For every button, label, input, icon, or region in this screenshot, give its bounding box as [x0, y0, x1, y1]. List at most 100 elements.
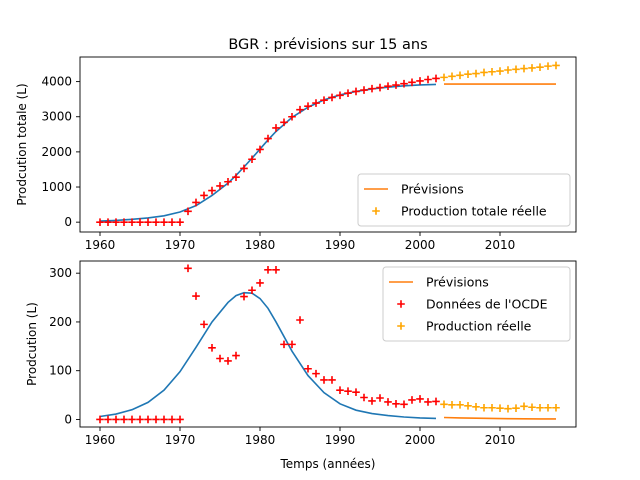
data-point	[112, 415, 120, 424]
data-point	[240, 164, 248, 173]
data-point	[224, 177, 232, 186]
data-point	[344, 387, 352, 395]
data-point	[216, 182, 224, 190]
legend: Prévisions Production totale réelle	[357, 173, 571, 227]
data-point	[208, 186, 216, 195]
data-point	[400, 79, 408, 88]
data-point	[160, 415, 168, 424]
y-tick-label: 200	[49, 315, 72, 329]
data-point	[544, 62, 552, 70]
data-point	[504, 66, 512, 74]
data-point	[552, 403, 560, 412]
data-point	[296, 105, 304, 114]
data-point	[184, 207, 192, 216]
axes-frame	[79, 56, 577, 233]
data-point	[352, 388, 360, 396]
legend-box	[357, 173, 571, 227]
data-point	[520, 64, 528, 73]
y-tick-label: 1000	[41, 180, 72, 194]
data-point	[104, 218, 112, 226]
data-point	[536, 403, 544, 412]
x-tick-label: 2010	[485, 238, 516, 252]
data-point	[448, 72, 456, 81]
data-point	[328, 376, 336, 384]
data-point	[424, 398, 432, 406]
data-point	[496, 404, 504, 413]
data-point	[272, 124, 280, 132]
data-point	[408, 396, 416, 404]
y-tick-label: 4000	[41, 75, 72, 89]
data-point	[336, 386, 344, 394]
data-point	[320, 376, 328, 384]
data-point	[328, 93, 336, 102]
legend: Prévisions Données de l'OCDE Production ré…	[382, 266, 571, 342]
data-point	[144, 218, 152, 226]
data-point	[352, 87, 360, 96]
data-point	[416, 395, 424, 403]
y-tick-label: 100	[49, 364, 72, 378]
forecast-line-series	[443, 416, 557, 420]
x-tick-label: 1990	[325, 433, 356, 447]
data-point	[536, 63, 544, 71]
y-axis-label: Prodcution totale (L)	[15, 83, 29, 205]
data-point	[192, 292, 200, 300]
data-point	[296, 316, 304, 324]
data-point	[288, 112, 296, 121]
data-point	[272, 265, 280, 274]
data-point	[144, 415, 152, 424]
data-point	[264, 134, 272, 143]
axes-frame	[79, 260, 577, 428]
y-tick-label: 2000	[41, 145, 72, 159]
data-point	[424, 75, 432, 84]
forecast-points-series	[440, 61, 560, 82]
data-point	[216, 354, 224, 363]
chart-title: BGR : prévisions sur 15 ans	[228, 37, 427, 53]
historic-points-series	[96, 74, 440, 226]
legend-label: Prévisions	[401, 182, 464, 197]
data-point	[192, 198, 200, 207]
data-point	[512, 404, 520, 413]
x-axis-label: Temps (années)	[280, 457, 376, 471]
data-point	[496, 67, 504, 75]
data-point	[392, 81, 400, 89]
data-point	[304, 364, 312, 373]
legend-label: Prévisions	[426, 275, 489, 290]
data-point	[208, 343, 216, 352]
data-point	[368, 397, 376, 405]
data-point	[136, 218, 144, 226]
x-tick-label: 1980	[245, 238, 276, 252]
data-point	[200, 191, 208, 200]
data-point	[160, 218, 168, 226]
data-point	[312, 369, 320, 378]
data-point	[256, 145, 264, 154]
data-point	[384, 82, 392, 90]
data-point	[416, 77, 424, 85]
legend-label: Données de l'OCDE	[426, 297, 548, 312]
data-point	[200, 320, 208, 329]
data-point	[184, 264, 192, 273]
data-point	[232, 351, 240, 360]
y-axis-label: Prodcution (L)	[25, 302, 39, 386]
data-point	[512, 65, 520, 74]
data-point	[488, 403, 496, 412]
data-point	[168, 415, 176, 424]
x-tick-label: 2000	[405, 433, 436, 447]
data-point	[240, 292, 248, 301]
forecast-points-series	[440, 400, 560, 413]
data-point	[344, 89, 352, 97]
x-tick-label: 1990	[325, 238, 356, 252]
x-tick-label: 1970	[165, 238, 196, 252]
data-point	[432, 397, 440, 406]
data-point	[104, 415, 112, 424]
data-point	[504, 404, 512, 413]
legend-plus-marker	[372, 207, 380, 215]
x-tick-label: 1980	[245, 433, 276, 447]
data-point	[480, 68, 488, 77]
data-point	[376, 83, 384, 92]
data-point	[136, 415, 144, 424]
data-point	[248, 286, 256, 295]
data-point	[488, 67, 496, 76]
data-point	[440, 400, 448, 409]
legend-label: Production totale réelle	[401, 204, 547, 219]
